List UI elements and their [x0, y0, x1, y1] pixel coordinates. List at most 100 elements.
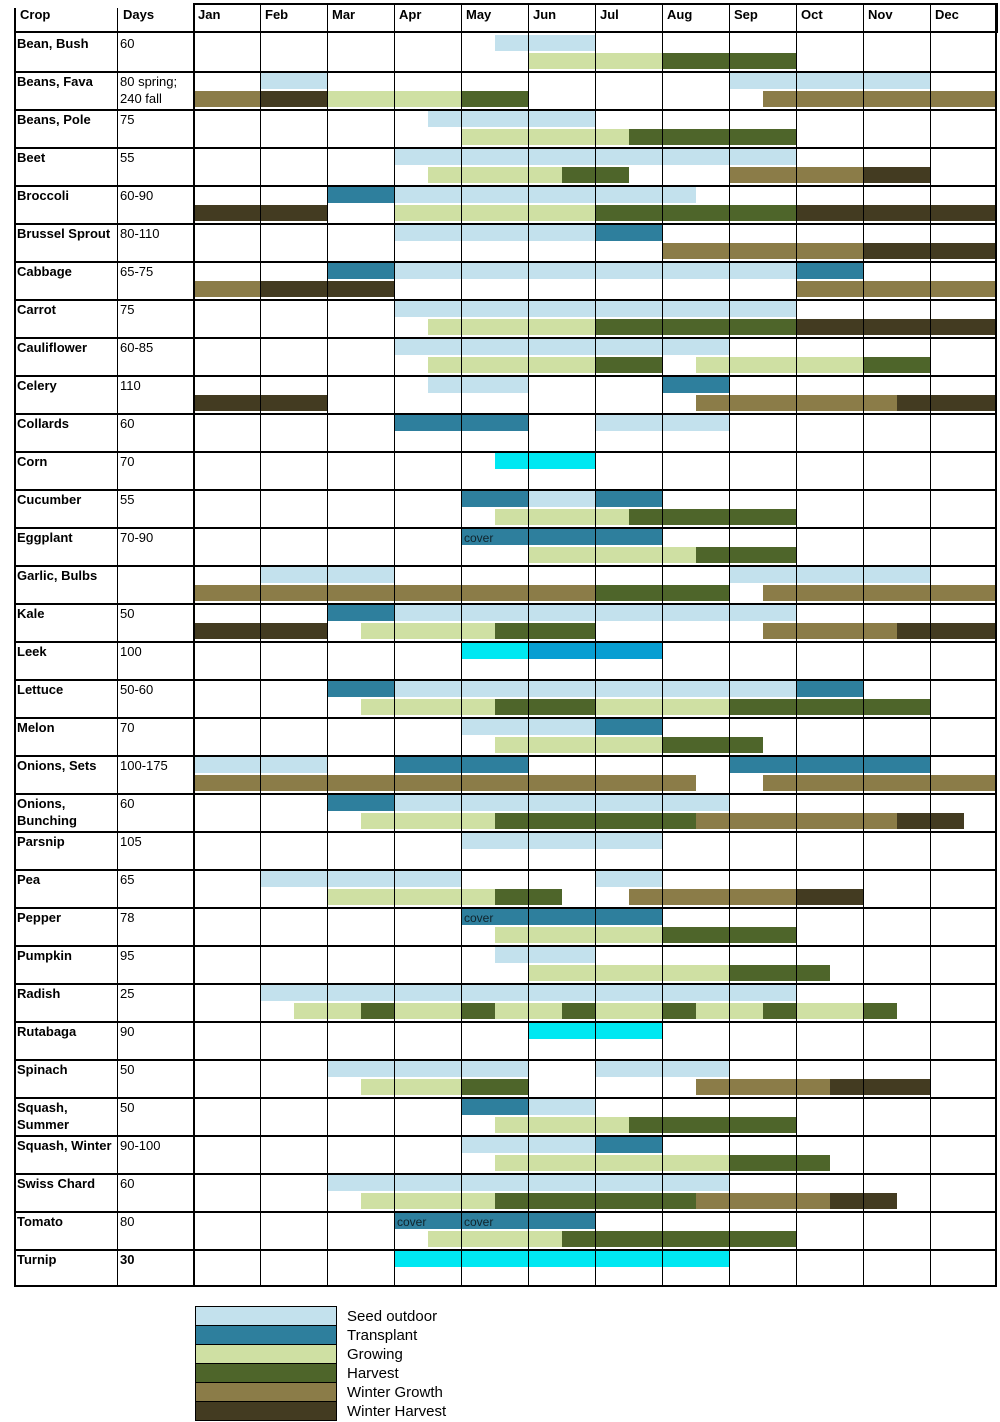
bar-growing: [427, 167, 562, 183]
crop-name: Cauliflower: [17, 340, 88, 355]
bar-cyan: [461, 643, 528, 659]
days-value: 80-110: [120, 226, 160, 241]
bar-wharvest: [796, 205, 997, 221]
bar-harvest: [494, 623, 595, 639]
legend-label: Transplant: [347, 1327, 418, 1344]
grid-line: [14, 489, 997, 491]
legend-item: Transplant: [0, 1325, 1000, 1345]
bar-transplant: [662, 377, 729, 393]
crop-name: Leek: [17, 644, 47, 659]
bar-growing: [528, 547, 696, 563]
legend-swatch-wharvest: [195, 1401, 337, 1421]
grid-line: [14, 1097, 997, 1099]
days-value: 60-90: [120, 188, 154, 203]
crop-row: Leek 100: [0, 641, 1000, 679]
crop-name: Broccoli: [17, 188, 70, 203]
bar-transplant: [461, 1099, 528, 1115]
bar-harvest: [595, 319, 796, 335]
bar-harvest: [863, 1003, 897, 1019]
bar-transplant: [461, 909, 662, 925]
bar-wgrowth: [762, 775, 997, 791]
grid-line: [14, 1211, 997, 1213]
bar-seed: [260, 871, 461, 887]
crop-name: Beet: [17, 150, 46, 165]
bar-harvest: [561, 1003, 595, 1019]
days-value: 100: [120, 644, 142, 659]
days-value: 65: [120, 872, 135, 887]
bar-growing: [494, 1117, 629, 1133]
grid-line: [14, 223, 997, 225]
legend-label: Winter Harvest: [347, 1403, 447, 1420]
cover-label: cover: [464, 911, 494, 925]
bar-growing: [494, 927, 662, 943]
bar-seed: [729, 73, 930, 89]
bar-transplant: [327, 605, 394, 621]
bar-wgrowth: [628, 889, 796, 905]
bar-growing: [695, 357, 863, 373]
bar-seed: [394, 795, 729, 811]
bar-wharvest: [896, 395, 997, 411]
bar-harvest: [461, 1079, 528, 1095]
bar-wharvest: [863, 167, 930, 183]
bar-harvest: [762, 1003, 796, 1019]
crop-name: Onions, Sets: [17, 758, 97, 773]
legend-swatch-transplant: [195, 1325, 337, 1345]
month-header: Oct: [796, 3, 864, 33]
bar-transplant: [729, 757, 930, 773]
grid-line: [14, 1249, 997, 1251]
days-value: 80 spring; 240 fall: [120, 74, 178, 106]
bar-wharvest: [829, 1079, 930, 1095]
bar-harvest: [628, 509, 796, 525]
bar-transplant: [595, 1137, 662, 1153]
bar-wharvest: [260, 91, 327, 107]
days-value: 70: [120, 720, 135, 735]
grid-line: [14, 299, 997, 301]
bar-harvest: [662, 1003, 696, 1019]
bar-harvest: [595, 205, 796, 221]
bar-seed: [260, 73, 327, 89]
bar-transplant: [595, 491, 662, 507]
days-value: 95: [120, 948, 135, 963]
crop-row: Kale 50: [0, 603, 1000, 641]
bar-growing: [360, 623, 495, 639]
days-value: 50: [120, 1062, 135, 1077]
days-value: 30: [120, 1252, 135, 1267]
crop-name: Celery: [17, 378, 57, 393]
bar-transplant: [796, 263, 863, 279]
grid-line: [14, 1135, 997, 1137]
grid-line: [14, 755, 997, 757]
cover-label: cover: [464, 1215, 494, 1229]
grid-line: [14, 261, 997, 263]
days-value: 50-60: [120, 682, 154, 697]
crop-name: Beans, Fava: [17, 74, 93, 89]
bar-seed: [595, 871, 662, 887]
bar-harvest: [360, 1003, 394, 1019]
bar-seed: [494, 35, 595, 51]
crop-name: Cabbage: [17, 264, 72, 279]
bar-cyan: [394, 1251, 729, 1267]
bar-growing: [327, 889, 495, 905]
grid-line: [14, 8, 16, 1287]
legend-label: Growing: [347, 1346, 403, 1363]
legend-item: Winter Growth: [0, 1382, 1000, 1402]
legend-label: Winter Growth: [347, 1384, 443, 1401]
crop-name: Eggplant: [17, 530, 73, 545]
bar-wgrowth: [695, 1193, 830, 1209]
grid-line: [14, 527, 997, 529]
crop-name: Pumpkin: [17, 948, 72, 963]
grid-line: [796, 33, 797, 1287]
bar-seed: [528, 491, 595, 507]
days-value: 70-90: [120, 530, 154, 545]
crop-row: Spinach 50: [0, 1059, 1000, 1097]
crop-name: Rutabaga: [17, 1024, 77, 1039]
bar-seed: [528, 1099, 595, 1115]
month-header: Mar: [327, 3, 395, 33]
bar-transplant: [327, 187, 394, 203]
crop-name: Bean, Bush: [17, 36, 89, 51]
bar-growing: [394, 1003, 461, 1019]
header-days: Days: [123, 7, 155, 22]
crop-row: Pumpkin 95: [0, 945, 1000, 983]
crop-name: Corn: [17, 454, 48, 469]
bar-harvest: [729, 965, 830, 981]
